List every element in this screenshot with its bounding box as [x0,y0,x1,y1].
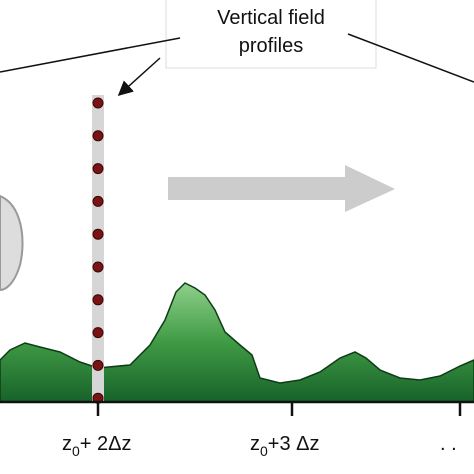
profile-dot [92,327,104,339]
axis-label: z0+ 2Δz [62,433,132,459]
blob [0,194,24,292]
callout-text: profiles [239,35,303,57]
pointer-arrow [117,57,161,97]
direction-arrow [168,165,395,212]
profile-dot [92,97,104,109]
profile-dots [92,97,104,404]
profile-dot [92,359,104,371]
pointer-line [347,33,474,83]
ellipsis: . . [440,433,457,455]
callout-text: Vertical field [217,7,325,29]
terrain [0,282,474,403]
profile-dot [92,195,104,207]
profile-dot [92,163,104,175]
profile-dot [92,294,104,306]
axis-label: z0+3 Δz [250,433,320,459]
pointer-line [0,37,181,73]
profile-dot [92,261,104,273]
profile-dot [92,130,104,142]
callout-box [165,0,377,69]
profile-dot [92,228,104,240]
